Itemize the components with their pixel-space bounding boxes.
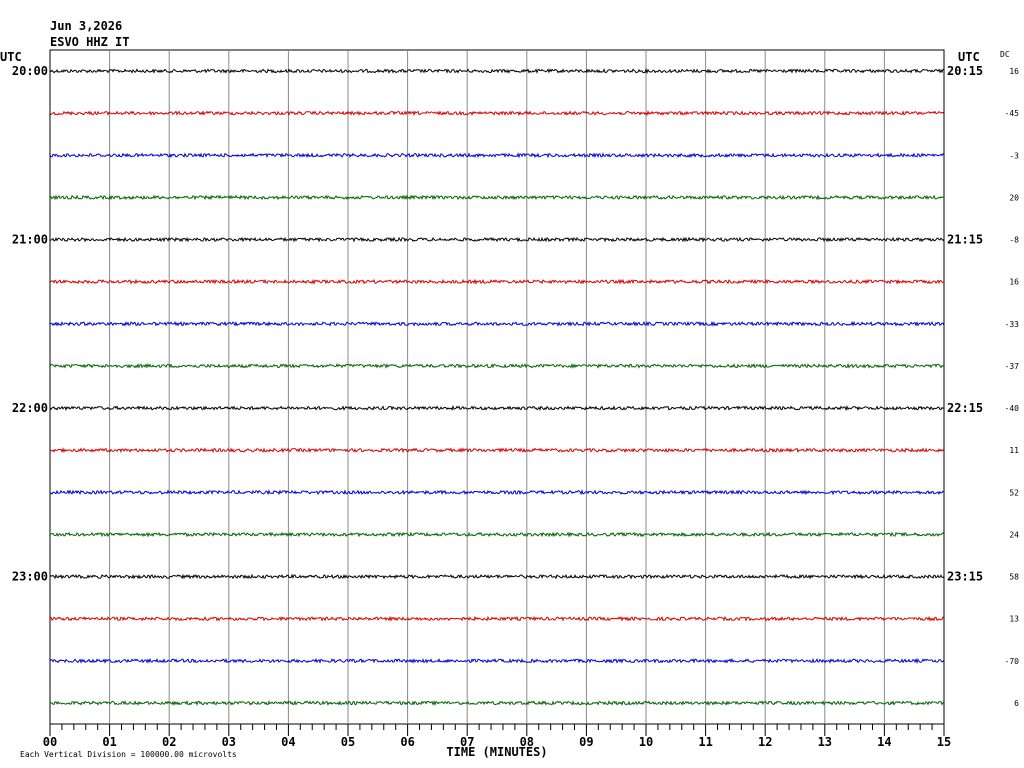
dc-value: -45	[1005, 109, 1020, 118]
trace	[49, 152, 945, 159]
trace	[49, 194, 945, 201]
x-tick-label: 00	[43, 735, 57, 749]
trace	[49, 489, 945, 496]
trace	[49, 657, 945, 665]
x-tick-label: 15	[937, 735, 951, 749]
x-tick-label: 14	[877, 735, 891, 749]
dc-value: 58	[1009, 573, 1019, 582]
footer: Each Vertical Division = 100000.00 micro…	[20, 750, 237, 759]
dc-value: 13	[1009, 615, 1019, 624]
x-tick-label: 02	[162, 735, 176, 749]
trace	[49, 362, 945, 369]
dc-value: 52	[1009, 488, 1019, 497]
x-tick-label: 01	[102, 735, 116, 749]
trace	[49, 404, 945, 412]
x-tick-label: 05	[341, 735, 355, 749]
right-time-label: 20:15	[947, 64, 983, 78]
right-time-label: 22:15	[947, 401, 983, 415]
station: ESVO HHZ IT	[50, 35, 129, 49]
x-tick-label: 09	[579, 735, 593, 749]
dc-value: -3	[1009, 151, 1019, 160]
trace	[49, 236, 945, 243]
x-tick-label: 07	[460, 735, 474, 749]
dc-value: -8	[1009, 236, 1019, 245]
left-time-label: 23:00	[12, 570, 48, 584]
dc-value: 6	[1014, 699, 1019, 708]
left-utc: UTC	[0, 50, 22, 64]
dc-value: 24	[1009, 530, 1019, 539]
x-tick-label: 11	[698, 735, 712, 749]
trace	[49, 615, 945, 622]
trace	[49, 573, 945, 580]
x-tick-label: 06	[400, 735, 414, 749]
plot-frame	[49, 49, 945, 725]
trace	[49, 531, 945, 538]
x-tick-label: 12	[758, 735, 772, 749]
left-time-label: 22:00	[12, 401, 48, 415]
x-tick-label: 04	[281, 735, 295, 749]
right-time-label: 23:15	[947, 570, 983, 584]
x-tick-label: 03	[222, 735, 236, 749]
dc-value: -37	[1005, 362, 1020, 371]
dc-value: -33	[1005, 320, 1020, 329]
right-time-label: 21:15	[947, 233, 983, 247]
trace	[49, 67, 945, 75]
trace	[49, 699, 945, 707]
left-time-label: 20:00	[12, 64, 48, 78]
dc-value: 20	[1009, 193, 1019, 202]
x-tick-label: 10	[639, 735, 653, 749]
dc-value: 11	[1009, 446, 1019, 455]
trace	[49, 447, 945, 454]
trace	[49, 320, 945, 327]
trace	[49, 110, 945, 117]
x-tick-label: 08	[520, 735, 534, 749]
dc-value: 16	[1009, 67, 1019, 76]
right-utc: UTC	[958, 50, 980, 64]
dc-value: -40	[1005, 404, 1020, 413]
date: Jun 3,2026	[50, 19, 122, 33]
dc-value: 16	[1009, 278, 1019, 287]
trace	[49, 278, 945, 285]
x-tick-label: 13	[818, 735, 832, 749]
dc-value: -70	[1005, 657, 1020, 666]
dc-title: DC	[1000, 50, 1010, 59]
x-title: TIME (MINUTES)	[446, 745, 547, 759]
left-time-label: 21:00	[12, 233, 48, 247]
